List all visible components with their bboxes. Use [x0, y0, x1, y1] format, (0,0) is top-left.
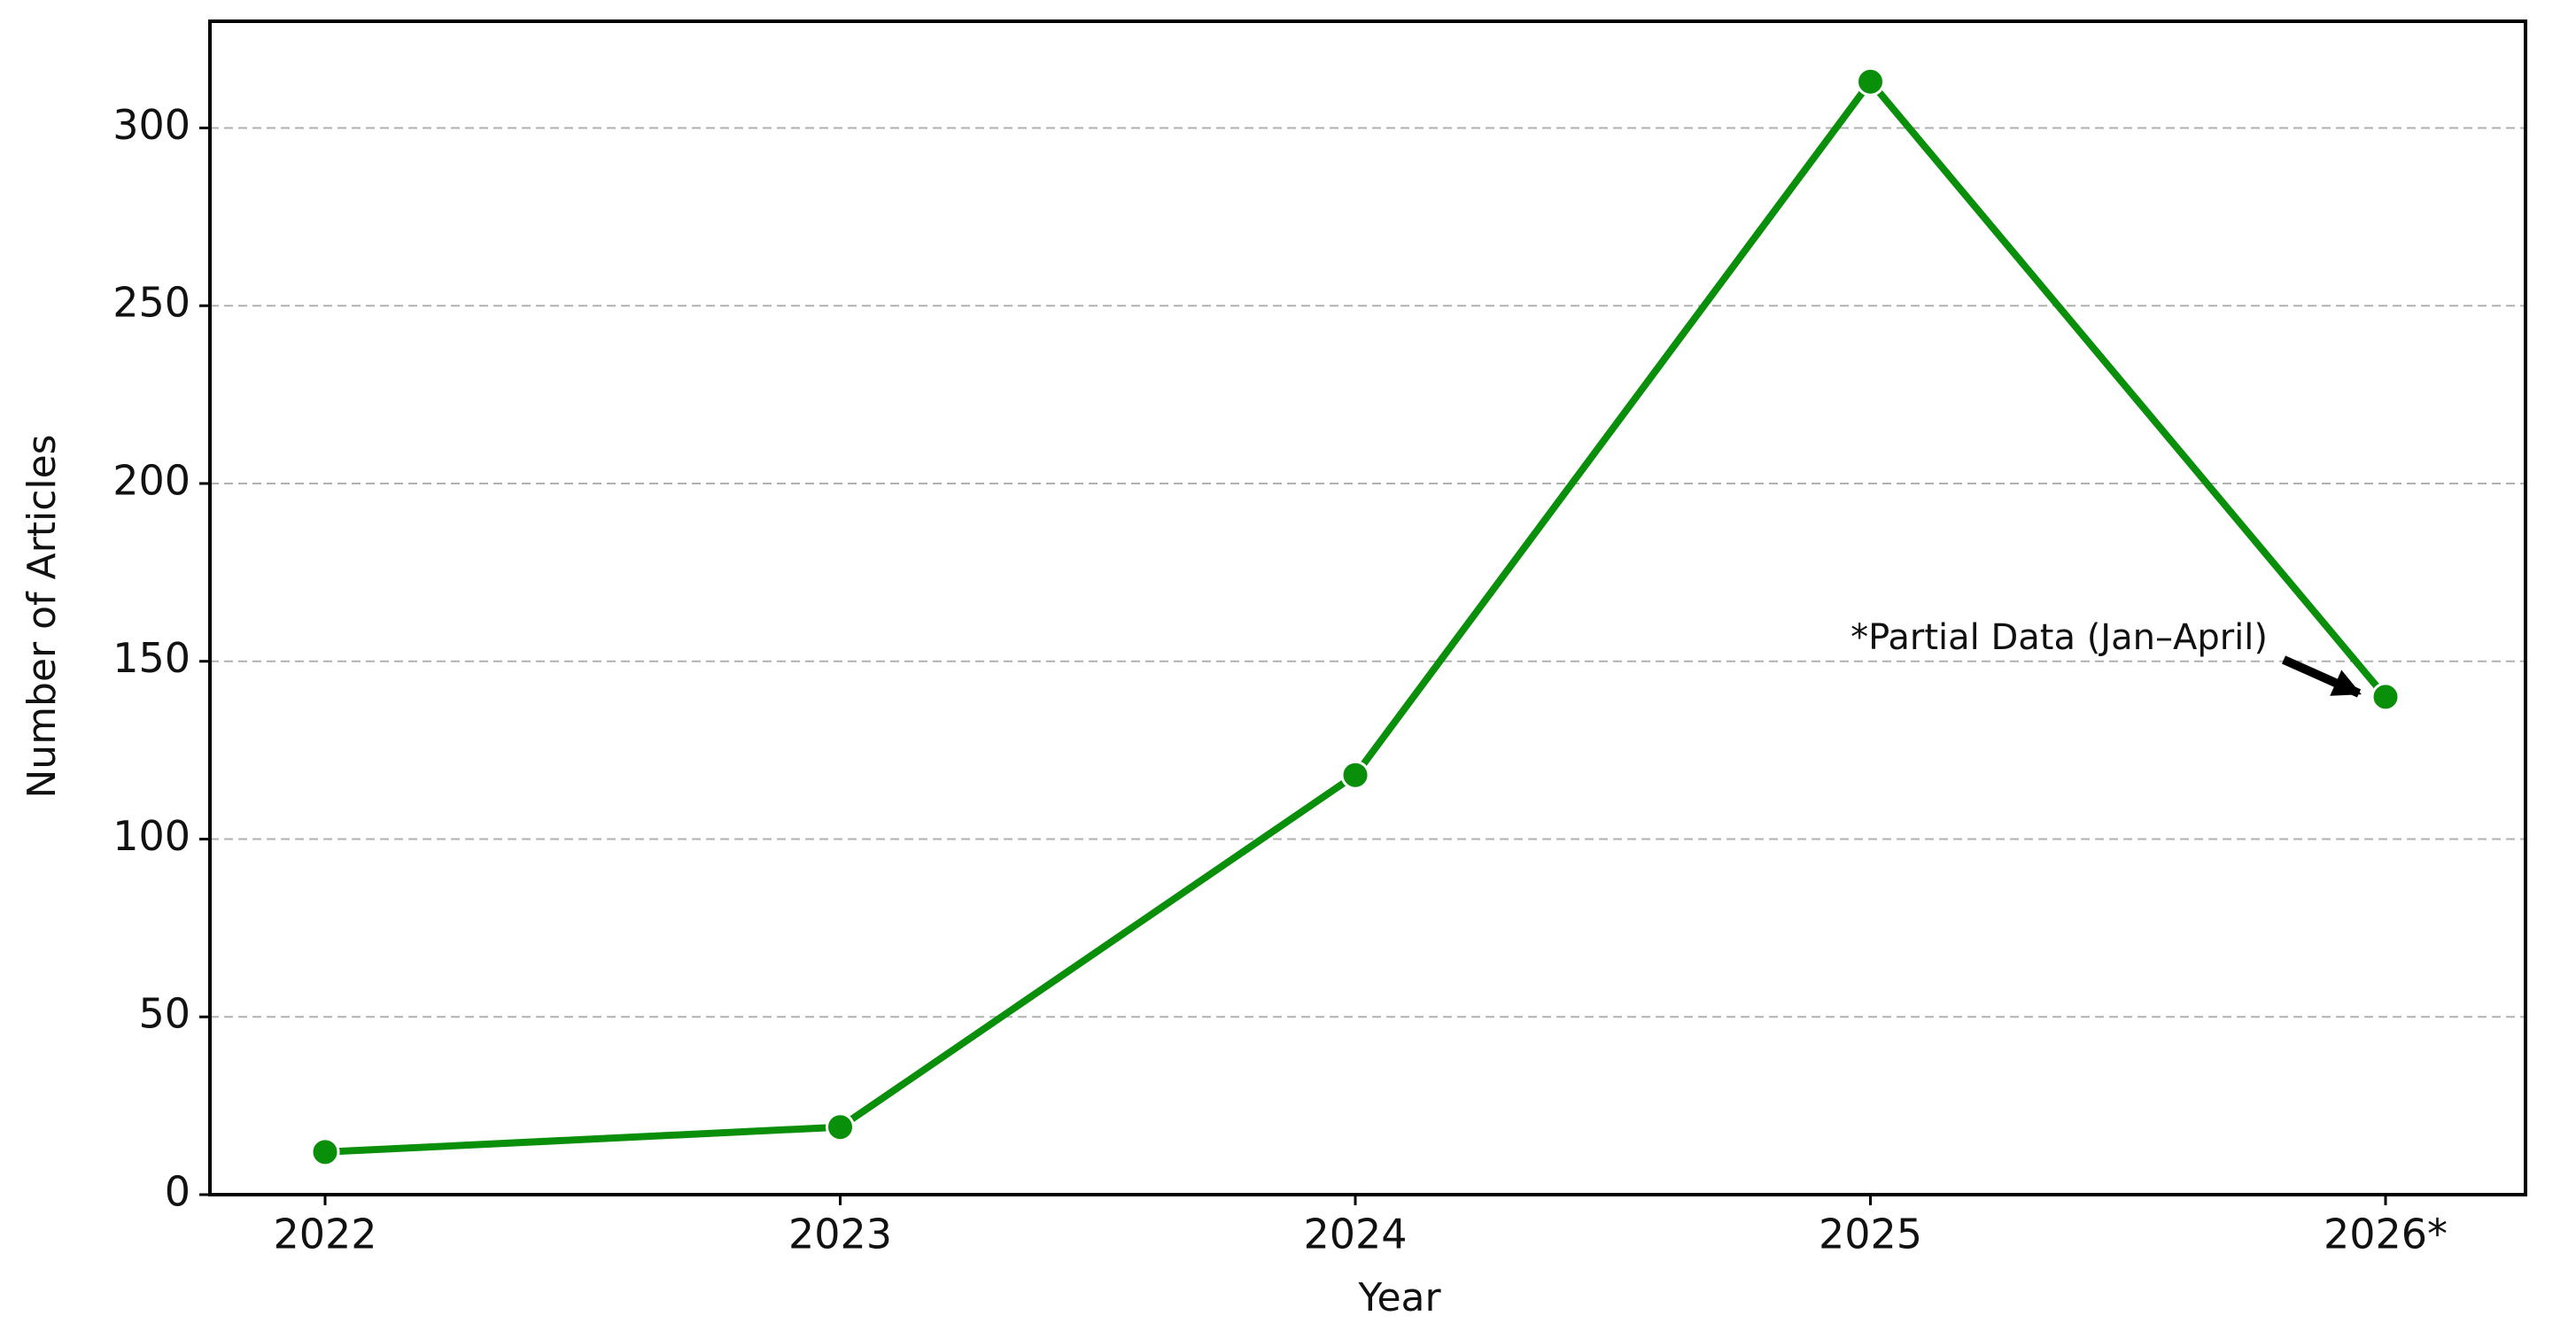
y-tick-label: 100 [113, 812, 190, 860]
x-tick-label: 2024 [1303, 1211, 1407, 1258]
x-tick-label: 2026* [2324, 1211, 2448, 1258]
data-point [1856, 66, 1885, 97]
x-tick-label: 2023 [788, 1211, 892, 1258]
y-tick-label: 250 [113, 279, 190, 327]
y-tick-label: 0 [165, 1168, 190, 1216]
y-axis-label: Number of Articles [19, 434, 65, 798]
x-tick-label: 2025 [1819, 1211, 1922, 1258]
annotation: *Partial Data (Jan–April) [1851, 617, 2268, 658]
data-point [1340, 760, 1370, 790]
data-point [826, 1112, 855, 1142]
y-tick-label: 50 [138, 990, 190, 1038]
y-tick-label: 150 [113, 634, 190, 682]
y-tick-label: 300 [113, 101, 190, 149]
data-point [2370, 682, 2401, 712]
y-tick-label: 200 [113, 456, 190, 504]
x-axis-label: Year [1357, 1275, 1441, 1320]
x-tick-label: 2022 [273, 1211, 376, 1258]
data-point [310, 1137, 340, 1167]
plot-frame [208, 19, 2527, 1196]
annotation-arrow [2281, 655, 2362, 698]
